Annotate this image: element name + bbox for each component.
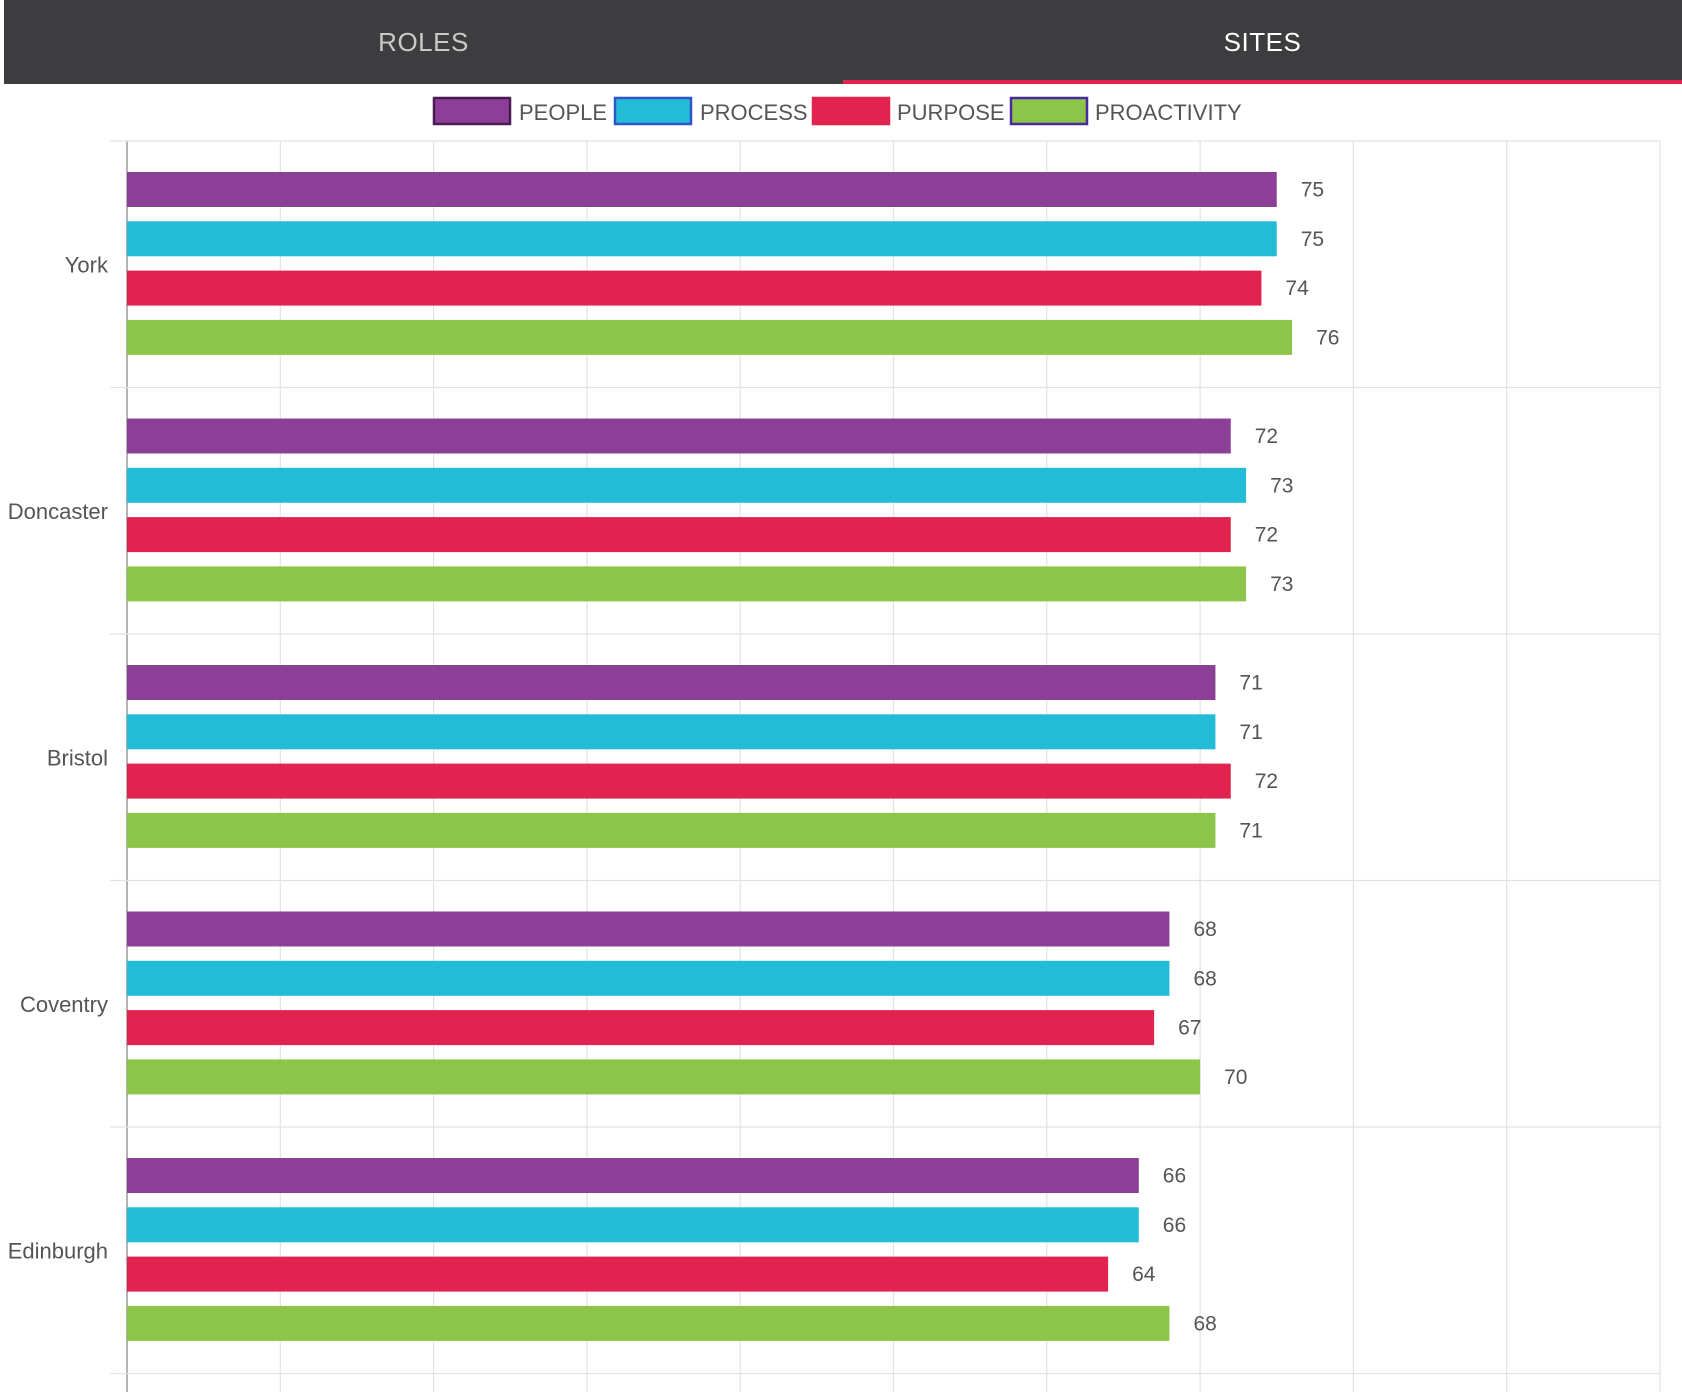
bar-bristol-proactivity: [127, 812, 1216, 848]
data-label-coventry-process: 68: [1193, 967, 1216, 990]
legend-swatch-process: [613, 96, 693, 126]
data-label-doncaster-people: 72: [1255, 425, 1278, 448]
chart-labels: York 75 75 74 76 Doncaster 72 73 72 73 Bristol 71 71…: [8, 179, 1340, 1336]
data-label-bristol-purpose: 72: [1255, 770, 1278, 793]
data-label-edinburgh-people: 66: [1163, 1165, 1186, 1188]
data-label-bristol-proactivity: 71: [1239, 819, 1262, 842]
legend-label-purpose: PURPOSE: [897, 100, 1005, 125]
data-label-doncaster-process: 73: [1270, 474, 1293, 497]
tab-roles[interactable]: ROLES: [378, 26, 469, 57]
chart-legend: PEOPLE PROCESS PURPOSE PROACTIVITY: [432, 96, 1242, 126]
data-label-bristol-process: 71: [1239, 721, 1262, 744]
data-label-york-proactivity: 76: [1316, 326, 1339, 349]
bar-coventry-proactivity: [127, 1059, 1201, 1095]
bar-york-proactivity: [127, 319, 1293, 355]
data-label-coventry-proactivity: 70: [1224, 1066, 1247, 1089]
data-label-york-purpose: 74: [1285, 277, 1309, 300]
category-label-edinburgh: Edinburgh: [8, 1238, 108, 1263]
tab-bar: ROLES SITES: [4, 0, 1682, 84]
bar-bristol-process: [127, 714, 1216, 750]
bar-edinburgh-people: [127, 1158, 1139, 1193]
tab-sites[interactable]: SITES: [843, 0, 1682, 84]
data-label-coventry-people: 68: [1193, 918, 1216, 941]
legend-swatch-proactivity: [1009, 96, 1089, 126]
bar-edinburgh-proactivity: [127, 1305, 1170, 1341]
category-label-york: York: [65, 252, 109, 277]
legend-label-people: PEOPLE: [519, 100, 607, 125]
bar-coventry-process: [127, 960, 1170, 996]
legend-label-proactivity: PROACTIVITY: [1095, 100, 1242, 125]
bar-doncaster-people: [127, 418, 1231, 454]
sites-bar-chart: PEOPLE PROCESS PURPOSE PROACTIVITY York 75 75…: [8, 96, 1661, 1392]
category-label-bristol: Bristol: [47, 745, 108, 770]
bar-coventry-people: [127, 911, 1170, 947]
category-label-doncaster: Doncaster: [8, 499, 108, 524]
bar-edinburgh-purpose: [127, 1256, 1109, 1292]
data-label-edinburgh-proactivity: 68: [1193, 1312, 1216, 1335]
category-label-coventry: Coventry: [20, 992, 108, 1017]
chart-bars: [127, 172, 1293, 1341]
bar-doncaster-proactivity: [127, 566, 1247, 602]
bar-doncaster-process: [127, 467, 1247, 503]
legend-label-process: PROCESS: [700, 100, 808, 125]
bar-bristol-purpose: [127, 763, 1231, 799]
bar-edinburgh-process: [127, 1207, 1139, 1243]
data-label-bristol-people: 71: [1239, 672, 1262, 695]
data-label-doncaster-purpose: 72: [1255, 524, 1278, 547]
bar-doncaster-purpose: [127, 517, 1231, 553]
data-label-coventry-purpose: 67: [1178, 1017, 1201, 1040]
data-label-york-people: 75: [1301, 179, 1324, 202]
bar-york-people: [127, 172, 1277, 207]
data-label-york-process: 75: [1301, 228, 1324, 251]
bar-york-process: [127, 221, 1277, 257]
data-label-doncaster-proactivity: 73: [1270, 573, 1293, 596]
data-label-edinburgh-purpose: 64: [1132, 1263, 1156, 1286]
bar-bristol-people: [127, 665, 1216, 700]
bar-coventry-purpose: [127, 1010, 1155, 1046]
legend-swatch-people: [432, 96, 512, 126]
legend-swatch-purpose: [811, 96, 891, 126]
data-label-edinburgh-process: 66: [1163, 1214, 1186, 1237]
bar-york-purpose: [127, 270, 1262, 306]
